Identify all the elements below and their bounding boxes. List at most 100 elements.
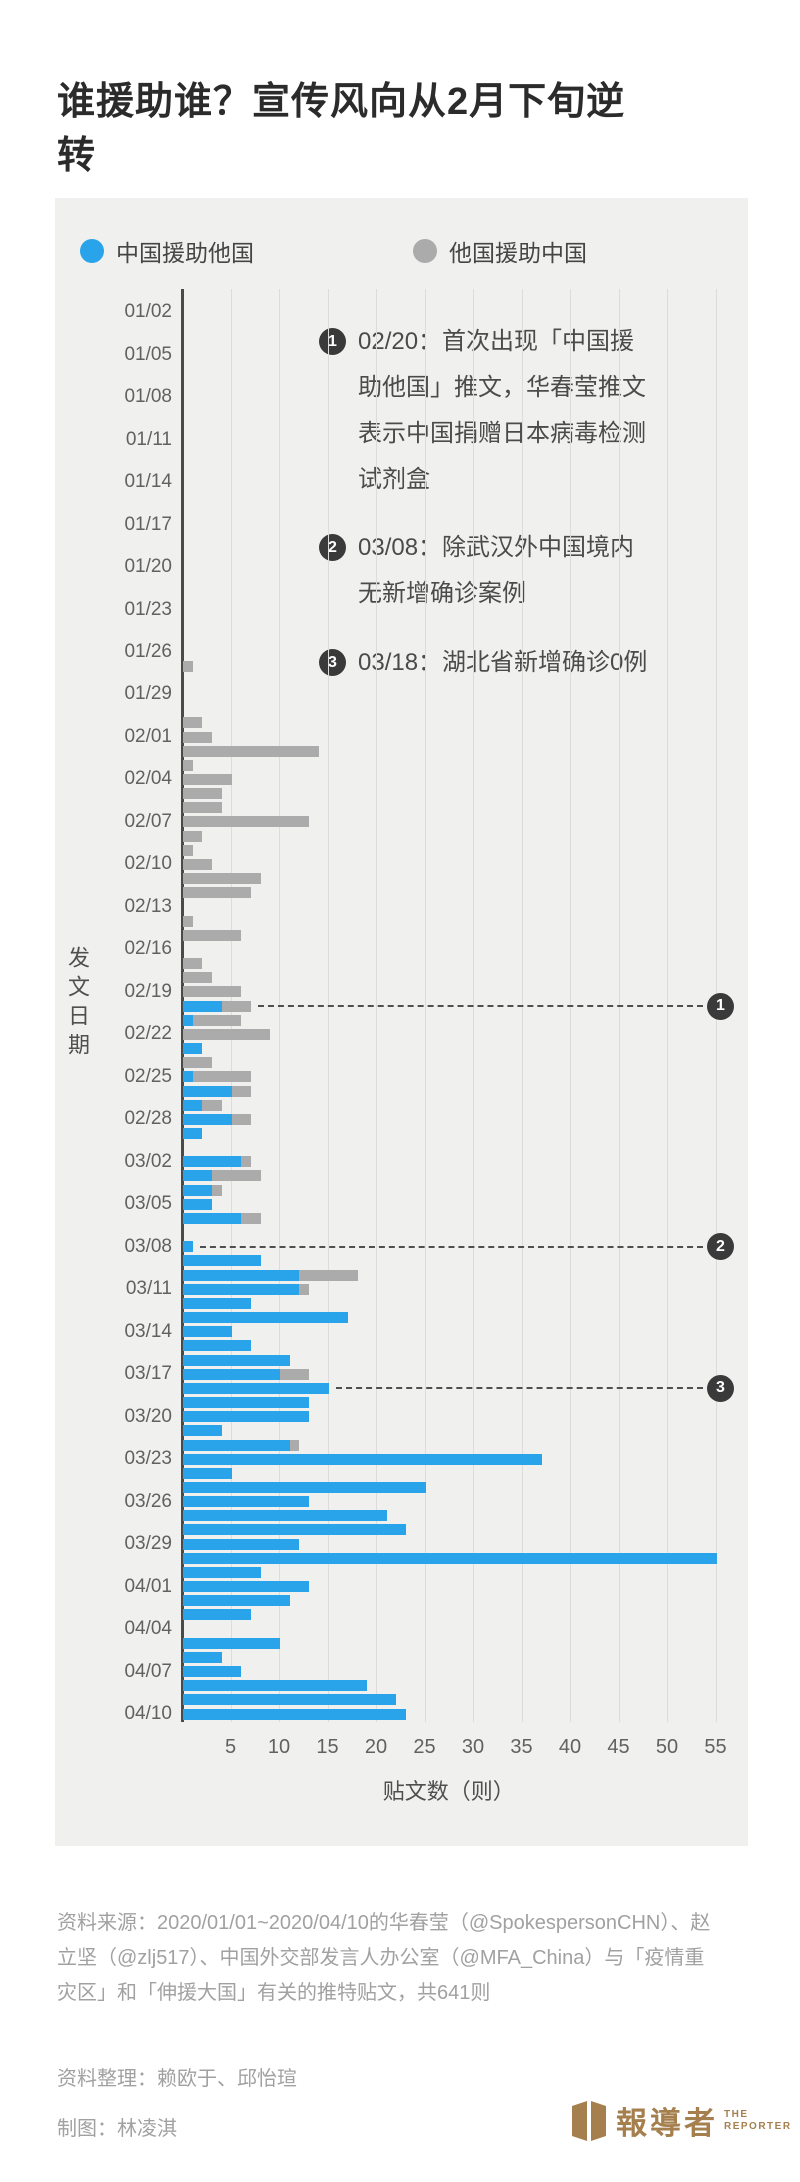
bar-others-02/08 [183, 830, 203, 842]
bar-others-02/27 [202, 1099, 222, 1111]
bar-others-03/17 [280, 1368, 310, 1380]
y-date-label-02/28: 02/28 [124, 1108, 172, 1130]
y-date-label-02/22: 02/22 [124, 1023, 172, 1045]
annotation-text-1: 02/20：首次出现「中国援 助他国」推文，华春莹推文 表示中国捐赠日本病毒检测… [358, 328, 646, 493]
bar-others-02/02 [183, 745, 319, 757]
y-date-label-02/04: 02/04 [124, 768, 172, 790]
bar-others-02/14 [183, 915, 193, 927]
bar-others-02/19 [183, 986, 242, 998]
y-date-label-03/29: 03/29 [124, 1533, 172, 1555]
bar-others-03/10 [299, 1269, 358, 1281]
bar-others-02/04 [183, 773, 232, 785]
bar-others-02/21 [192, 1014, 242, 1026]
the-reporter-logo: 報導者 THE REPORTER [572, 2098, 792, 2143]
bar-others-03/04 [212, 1184, 222, 1196]
bar-china-03/28 [183, 1524, 407, 1536]
bar-china-04/02 [183, 1595, 290, 1607]
x-tick-label-25: 25 [413, 1736, 436, 1758]
event-badge-2: 2 [707, 1233, 734, 1261]
bar-china-02/26 [183, 1085, 232, 1097]
graphics-note: 制图：林凌淇 [57, 2118, 177, 2140]
logo-reporter: REPORTER [724, 2120, 792, 2132]
bar-others-02/11 [183, 873, 261, 885]
y-date-label-03/26: 03/26 [124, 1490, 172, 1512]
bar-china-03/23 [183, 1453, 542, 1465]
y-date-label-03/20: 03/20 [124, 1405, 172, 1427]
annotation-badge-3: 3 [319, 649, 346, 676]
y-date-label-01/02: 01/02 [124, 301, 172, 323]
y-date-label-01/08: 01/08 [124, 386, 172, 408]
bar-china-03/03 [183, 1170, 213, 1182]
bar-china-03/11 [183, 1283, 300, 1295]
bar-china-03/31 [183, 1566, 261, 1578]
bar-china-03/05 [183, 1198, 213, 1210]
bar-others-02/20 [221, 1000, 251, 1012]
logo-english-text: THE REPORTER [724, 2109, 792, 2133]
event-dash-line-1 [257, 1005, 703, 1007]
x-tick-label-5: 5 [224, 1736, 237, 1758]
logo-the: THE [724, 2108, 749, 2120]
x-tick-label-10: 10 [267, 1736, 291, 1758]
bar-others-02/17 [183, 958, 203, 969]
y-date-label-02/01: 02/01 [124, 725, 172, 747]
bar-others-02/26 [231, 1085, 251, 1097]
bar-china-03/10 [183, 1269, 300, 1281]
bar-china-03/08 [183, 1241, 193, 1253]
logo-chinese-text: 報導者 [616, 2106, 718, 2141]
bar-others-03/11 [299, 1283, 310, 1295]
y-date-label-03/08: 03/08 [124, 1235, 172, 1257]
bar-china-03/14 [183, 1326, 232, 1338]
bar-china-02/23 [183, 1043, 203, 1054]
x-tick-label-20: 20 [364, 1736, 388, 1758]
bar-others-02/18 [183, 972, 213, 984]
bar-others-02/15 [183, 929, 242, 941]
x-tick-label-35: 35 [510, 1736, 533, 1758]
chart-card: 中国援助他国 他国援助中国 发文日期 1 02/20：首次出现「中国援 助他国」… [55, 198, 748, 1846]
legend-dot-blue-icon [80, 239, 104, 263]
y-date-label-03/14: 03/14 [124, 1320, 172, 1342]
x-tick-label-55: 55 [704, 1736, 727, 1758]
bar-china-04/01 [183, 1581, 310, 1593]
y-date-label-01/11: 01/11 [125, 428, 172, 450]
bar-china-04/10 [183, 1708, 407, 1720]
bar-others-02/24 [183, 1057, 213, 1069]
y-date-label-04/01: 04/01 [124, 1575, 172, 1597]
bar-china-03/20 [183, 1411, 310, 1423]
bar-china-03/13 [183, 1312, 348, 1323]
bar-others-02/10 [183, 858, 213, 870]
y-date-label-03/23: 03/23 [124, 1448, 172, 1470]
bar-china-03/27 [183, 1510, 387, 1522]
bar-others-03/22 [289, 1439, 300, 1451]
y-date-label-04/10: 04/10 [124, 1703, 172, 1724]
y-date-label-01/17: 01/17 [124, 513, 172, 535]
bar-others-01/31 [183, 717, 203, 729]
y-date-label-02/13: 02/13 [124, 895, 172, 917]
page-title: 谁援助谁？宣传风向从2月下旬逆转 [57, 81, 626, 178]
bar-china-03/19 [183, 1397, 310, 1408]
bar-others-02/07 [183, 816, 310, 828]
bar-china-03/21 [183, 1425, 222, 1437]
reporter-book-icon [572, 2100, 606, 2141]
y-date-label-04/04: 04/04 [124, 1618, 172, 1640]
x-tick-label-15: 15 [316, 1736, 339, 1758]
y-date-label-01/26: 01/26 [124, 641, 172, 662]
bar-china-03/09 [183, 1255, 261, 1267]
y-date-label-02/10: 02/10 [124, 853, 172, 875]
annotation-badge-2: 2 [319, 534, 346, 561]
bar-china-03/06 [183, 1212, 242, 1224]
x-tick-label-50: 50 [655, 1736, 679, 1758]
legend-dot-gray-icon [413, 239, 437, 263]
y-date-label-01/29: 01/29 [124, 683, 172, 705]
bar-others-01/27 [183, 660, 193, 672]
y-date-label-02/25: 02/25 [124, 1065, 172, 1087]
x-tick-label-40: 40 [558, 1736, 582, 1758]
bar-china-04/05 [183, 1637, 280, 1649]
editors-note: 资料整理：赖欧于、邱怡瑄 [57, 2068, 297, 2090]
y-date-label-03/17: 03/17 [124, 1363, 172, 1385]
x-axis-title: 贴文数（则） [382, 1779, 515, 1804]
bar-china-02/27 [183, 1099, 203, 1111]
bar-china-04/09 [183, 1694, 397, 1706]
event-dash-line-3 [335, 1387, 703, 1390]
bar-china-02/28 [183, 1113, 232, 1125]
